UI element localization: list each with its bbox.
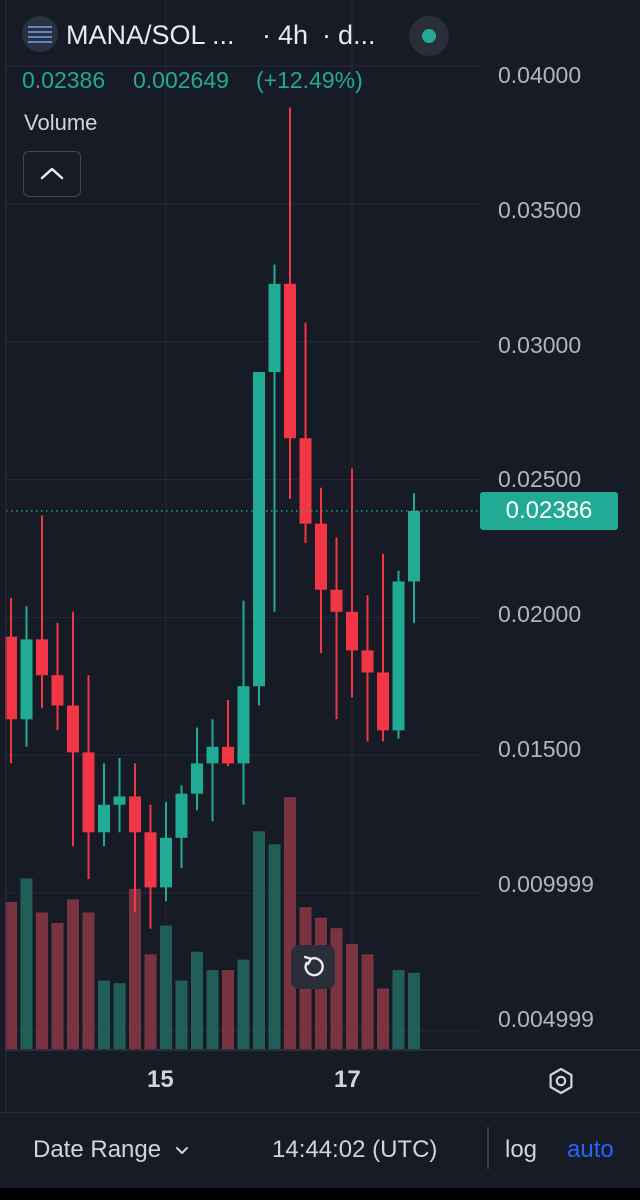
volume-bar: [113, 983, 126, 1050]
footer-divider: [487, 1127, 489, 1169]
collapse-legend-button[interactable]: [23, 151, 81, 197]
chart-footer: [0, 1112, 640, 1189]
volume-bar: [392, 970, 405, 1050]
volume-bar: [284, 797, 296, 1050]
x-tick-label: 17: [334, 1066, 361, 1093]
live-indicator-icon: [422, 29, 436, 43]
last-price-tag: 0.02386: [480, 492, 618, 530]
candle-body: [20, 639, 33, 720]
candle-body: [253, 372, 265, 687]
date-range-label: Date Range: [33, 1136, 162, 1163]
volume-bar: [206, 970, 219, 1050]
volume-bar: [268, 844, 281, 1050]
candle-body: [299, 438, 312, 524]
system-bottom-bar: [0, 1188, 640, 1200]
volume-bar: [67, 899, 79, 1050]
live-indicator-button[interactable]: [409, 16, 449, 56]
volume-bar: [98, 980, 110, 1050]
date-range-button[interactable]: Date Range: [33, 1136, 190, 1164]
volume-bar: [408, 972, 420, 1050]
symbol-title[interactable]: MANA/SOL ...: [66, 20, 235, 51]
candle-body: [222, 746, 234, 764]
ohlc-change-percent: (+12.49%): [256, 67, 363, 93]
y-tick-label: 0.009999: [498, 871, 594, 897]
exchange-label: d...: [338, 20, 376, 50]
candle-body: [113, 796, 126, 805]
auto-scale-toggle[interactable]: auto: [567, 1136, 614, 1163]
candle-body: [98, 804, 110, 833]
volume-bar: [5, 901, 17, 1050]
y-tick-label: 0.02500: [498, 466, 582, 492]
header-separator: ·: [262, 20, 271, 50]
volume-bars: [5, 797, 420, 1050]
candle-body: [129, 796, 141, 833]
candle-body: [315, 523, 327, 590]
volume-bar: [175, 980, 188, 1050]
symbol-name: MANA/SOL ...: [66, 20, 235, 50]
volume-bar: [377, 988, 389, 1050]
candle-body: [392, 581, 405, 731]
candle-body: [330, 589, 343, 612]
y-tick-label: 0.03500: [498, 197, 582, 223]
chevron-up-icon: [40, 167, 63, 179]
volume-bar: [346, 943, 358, 1050]
candle-body: [82, 752, 95, 833]
y-tick-label: 0.02000: [498, 601, 582, 627]
candle-body: [206, 746, 219, 764]
volume-bar: [237, 959, 250, 1050]
volume-bar: [129, 888, 141, 1050]
candle-body: [36, 639, 48, 676]
ohlc-change: 0.002649: [133, 67, 229, 93]
volume-bar: [222, 970, 234, 1050]
candle-body: [237, 686, 250, 764]
header-separator: ·: [322, 20, 331, 50]
volume-bar: [20, 878, 33, 1050]
y-tick-label: 0.04000: [498, 62, 582, 88]
candle-body: [346, 611, 358, 651]
y-tick-label: 0.03000: [498, 332, 582, 358]
candle-body: [5, 636, 17, 720]
chart-settings-button[interactable]: [544, 1064, 578, 1098]
candle-body: [408, 510, 420, 582]
log-scale-toggle[interactable]: log: [505, 1136, 538, 1163]
candle-body: [284, 283, 296, 439]
candle-body: [191, 763, 203, 794]
candle-body: [51, 675, 64, 706]
x-tick-label: 15: [147, 1066, 174, 1093]
candle-body: [361, 650, 374, 673]
ohlc-price: 0.02386: [22, 67, 106, 93]
chevron-down-icon: [175, 1147, 188, 1154]
reset-chart-button[interactable]: [291, 945, 335, 989]
candle-body: [268, 283, 281, 373]
volume-bar: [51, 922, 64, 1050]
volume-bar: [36, 912, 48, 1050]
candle-body: [144, 832, 157, 888]
volume-bar: [191, 951, 203, 1050]
volume-bar: [253, 831, 265, 1050]
candle-body: [175, 793, 188, 838]
volume-indicator-label[interactable]: Volume: [24, 110, 98, 135]
volume-bar: [144, 954, 157, 1050]
symbol-logo-icon: [22, 16, 58, 52]
y-tick-label: 0.004999: [498, 1006, 594, 1032]
volume-bar: [82, 912, 95, 1050]
interval-label[interactable]: 4h: [278, 20, 309, 50]
y-tick-label: 0.01500: [498, 736, 582, 762]
candles: [5, 107, 420, 929]
volume-bar: [361, 954, 374, 1050]
candle-body: [160, 837, 172, 888]
utc-time: 14:44:02 (UTC): [272, 1136, 438, 1163]
candle-body: [377, 672, 389, 731]
reset-icon: [303, 955, 324, 977]
volume-bar: [160, 925, 172, 1050]
candle-body: [67, 705, 79, 753]
settings-icon: [549, 1067, 573, 1095]
